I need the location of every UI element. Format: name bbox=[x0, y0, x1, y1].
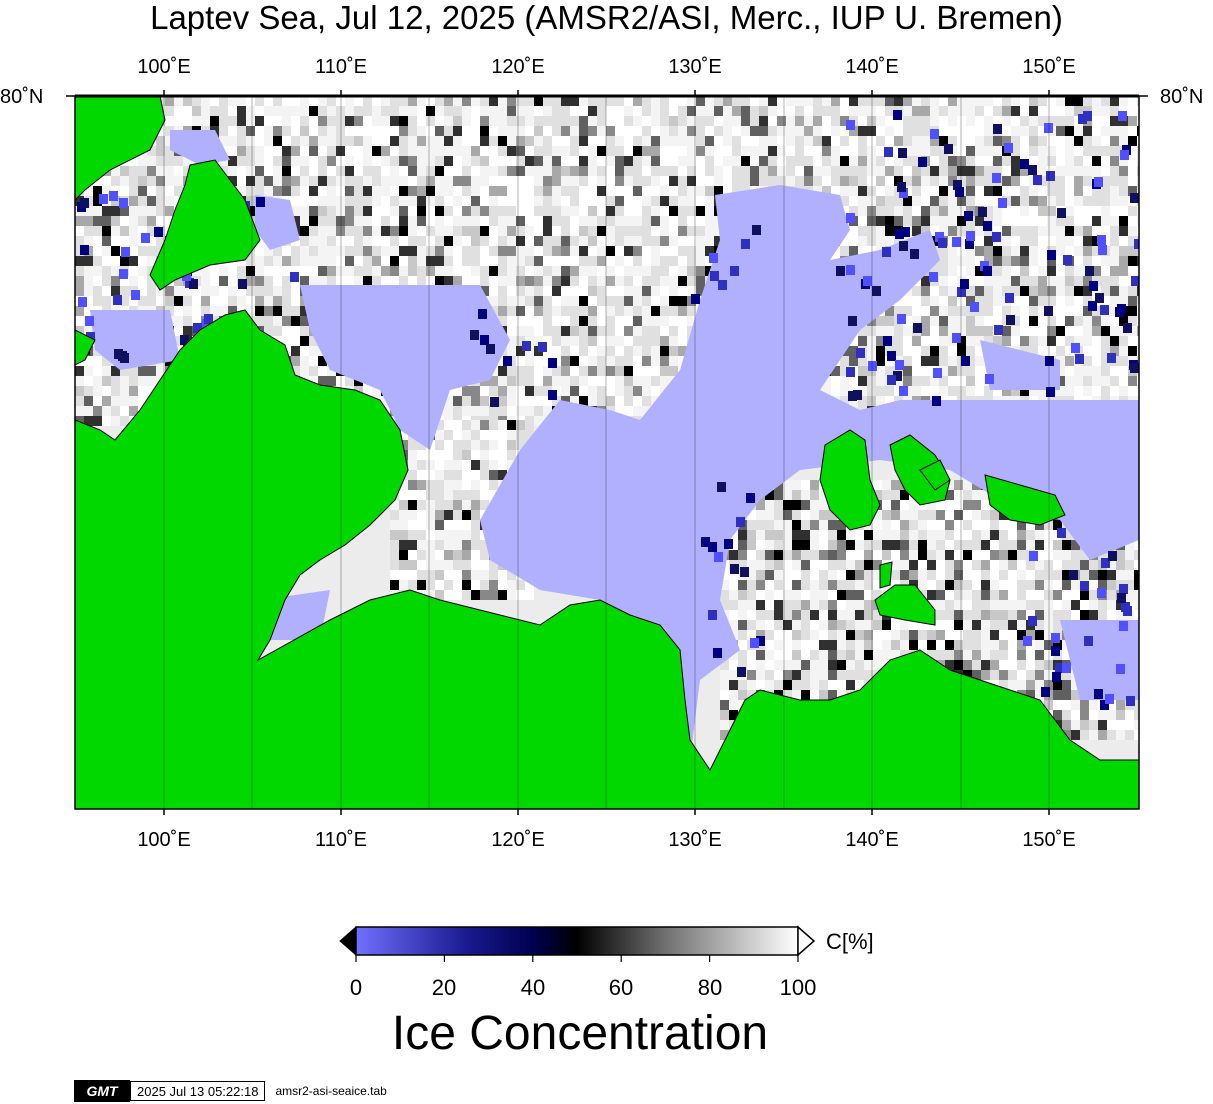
lon-label-bottom: 150˚E bbox=[1022, 829, 1076, 851]
axis-ticks bbox=[66, 90, 1148, 815]
colorbar-title: Ice Concentration bbox=[391, 1007, 769, 1060]
colorbar-tick-label: 100 bbox=[779, 975, 817, 1000]
colorbar-low-triangle bbox=[339, 925, 357, 957]
colorbar-tick-label: 80 bbox=[697, 975, 723, 1000]
lon-label-bottom: 130˚E bbox=[668, 829, 722, 851]
colorbar-tick-label: 40 bbox=[520, 975, 546, 1000]
filename: amsr2-asi-seaice.tab bbox=[275, 1084, 387, 1098]
colorbar-gradient bbox=[355, 926, 799, 956]
lon-label-top: 140˚E bbox=[845, 56, 899, 78]
lon-label-bottom: 120˚E bbox=[491, 829, 545, 851]
lon-label-top: 130˚E bbox=[668, 56, 722, 78]
gmt-footer: GMT 2025 Jul 13 05:22:18 amsr2-asi-seaic… bbox=[74, 1080, 387, 1102]
lon-label-top: 110˚E bbox=[315, 56, 367, 78]
timestamp: 2025 Jul 13 05:22:18 bbox=[130, 1081, 266, 1101]
colorbar-tick-label: 60 bbox=[608, 975, 634, 1000]
colorbar-unit: C[%] bbox=[826, 929, 874, 954]
gmt-logo: GMT bbox=[74, 1080, 130, 1102]
map-title: Laptev Sea, Jul 12, 2025 (AMSR2/ASI, Mer… bbox=[150, 0, 1063, 36]
graticule bbox=[163, 96, 1050, 809]
colorbar-high-triangle bbox=[797, 925, 816, 957]
lat-label-right: 80˚N bbox=[1160, 86, 1204, 108]
colorbar bbox=[339, 925, 816, 962]
colorbar-tick-label: 0 bbox=[349, 975, 363, 1000]
colorbar-tick-label: 20 bbox=[431, 975, 457, 1000]
lon-label-top: 120˚E bbox=[491, 56, 545, 78]
lon-label-top: 150˚E bbox=[1022, 56, 1076, 78]
lat-label-left: 80˚N bbox=[0, 86, 44, 108]
lon-label-top: 100˚E bbox=[137, 56, 191, 78]
lon-label-bottom: 100˚E bbox=[137, 829, 191, 851]
ice-edge-low-concentration bbox=[77, 110, 1139, 710]
lon-label-bottom: 110˚E bbox=[315, 829, 367, 851]
lon-label-bottom: 140˚E bbox=[845, 829, 899, 851]
